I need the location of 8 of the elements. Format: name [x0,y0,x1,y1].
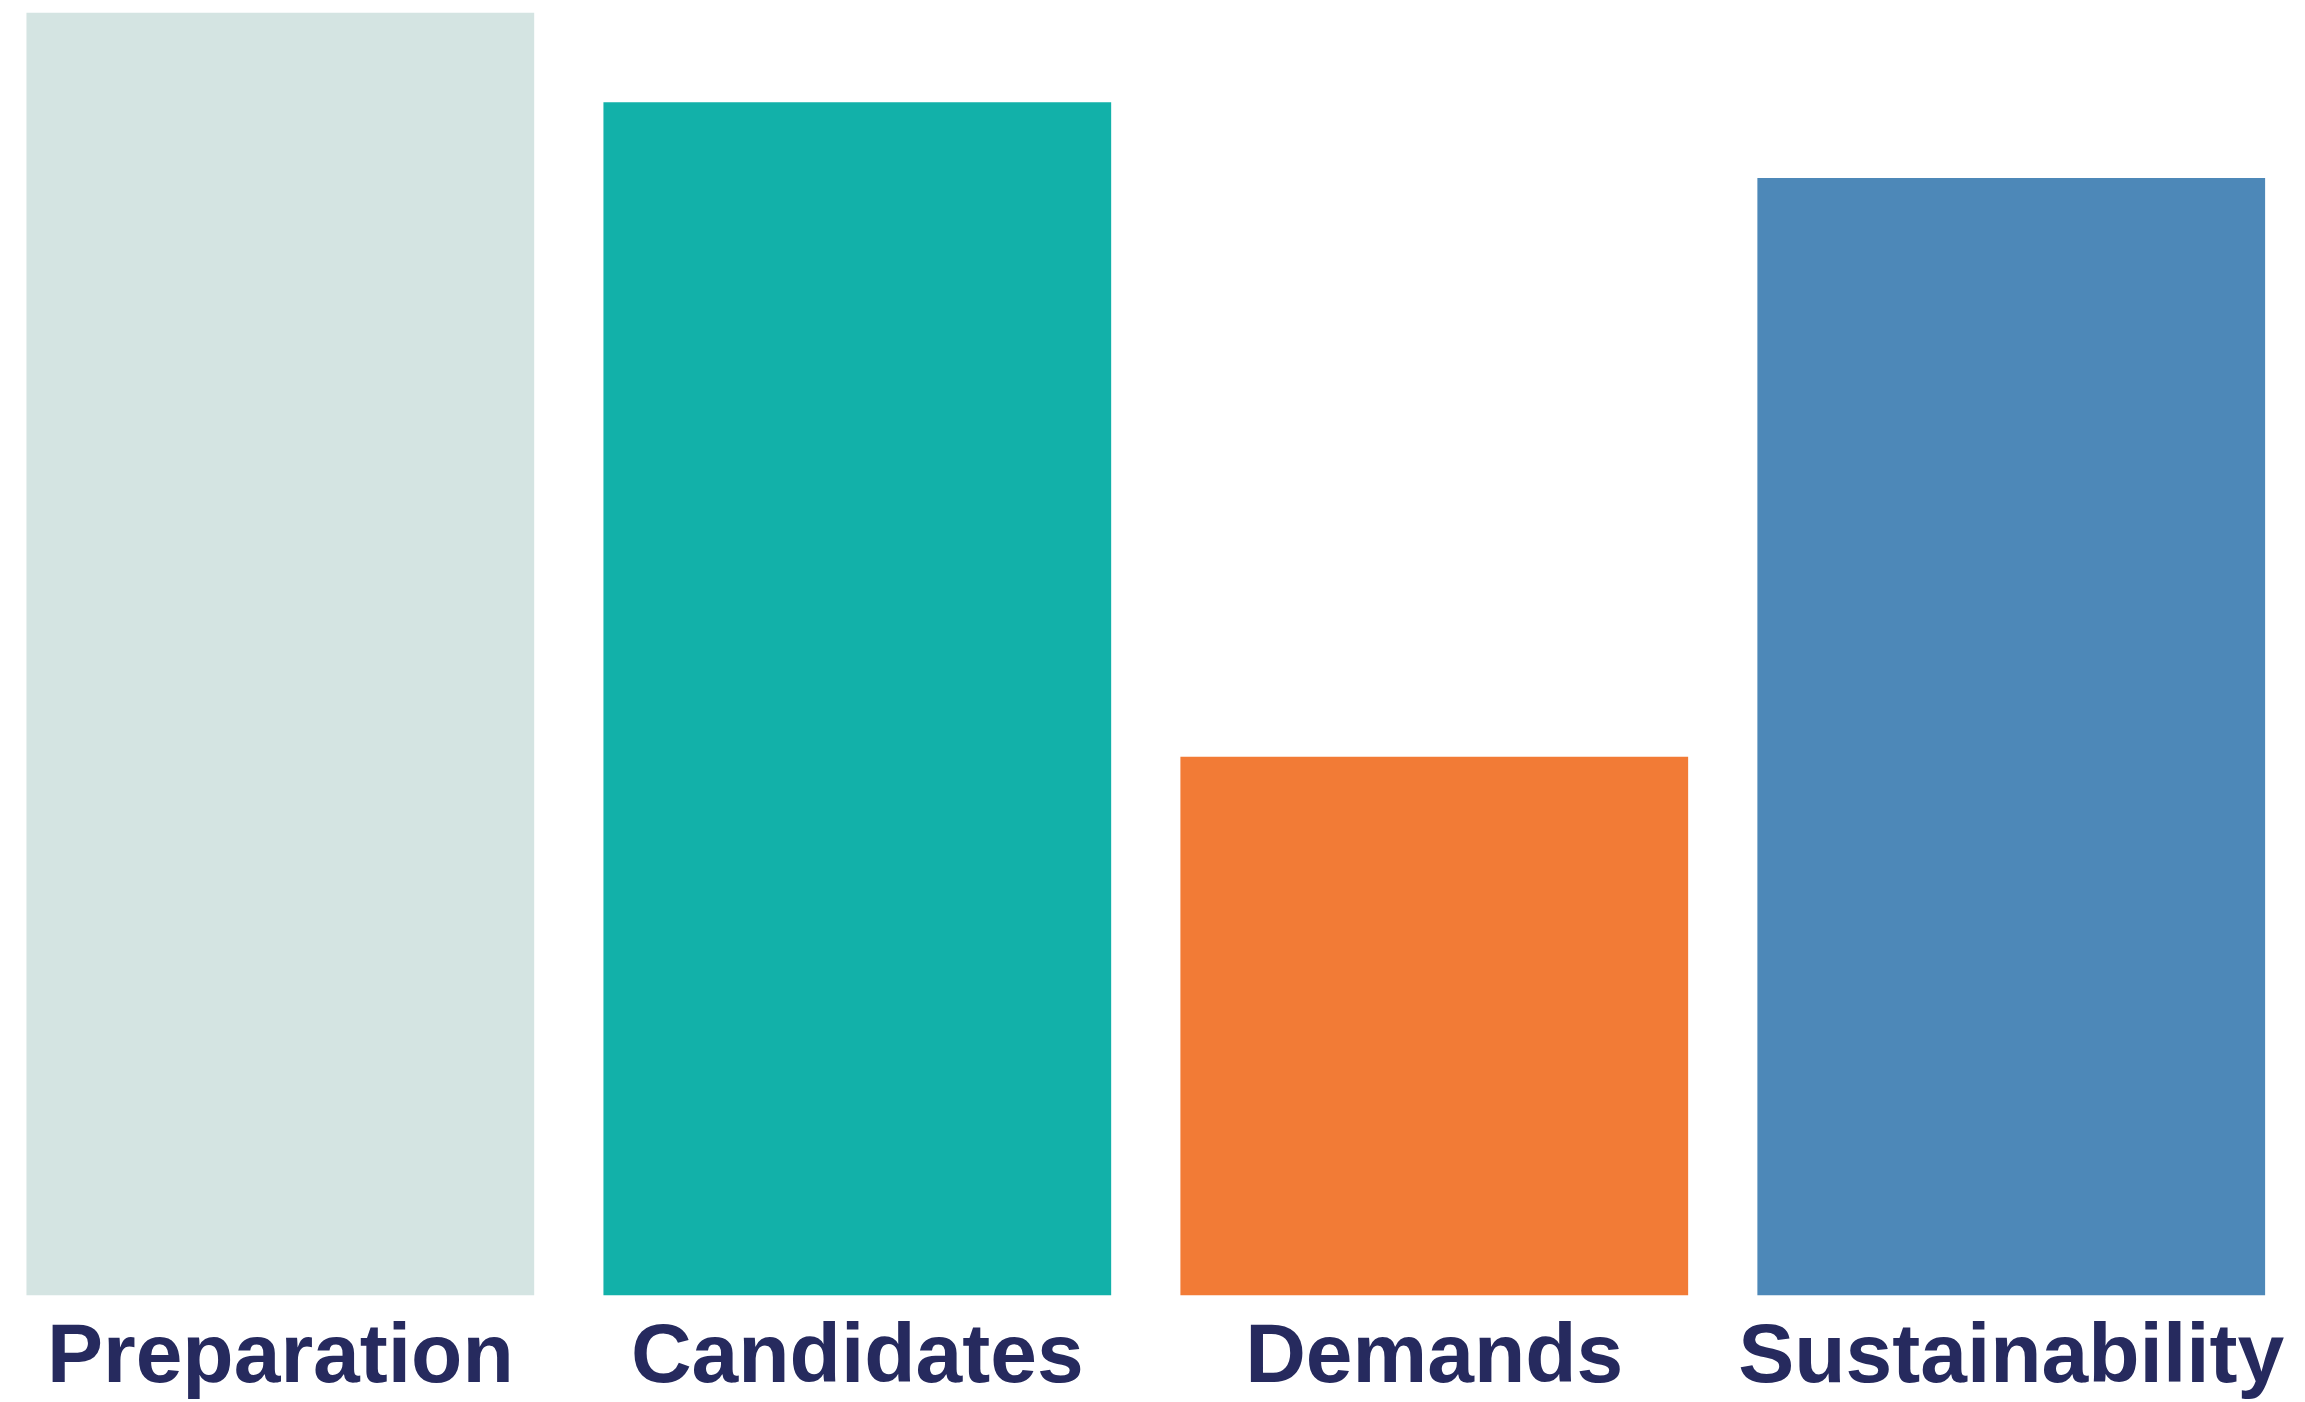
x-tick-label: Preparation [46,1305,514,1400]
bar [1757,178,2266,1296]
x-tick-label: Sustainability [1738,1305,2285,1400]
bar [1180,756,1689,1296]
bar [26,12,535,1296]
bar [603,102,1112,1296]
x-tick-label: Candidates [630,1305,1084,1400]
x-tick-label: Demands [1245,1305,1624,1400]
